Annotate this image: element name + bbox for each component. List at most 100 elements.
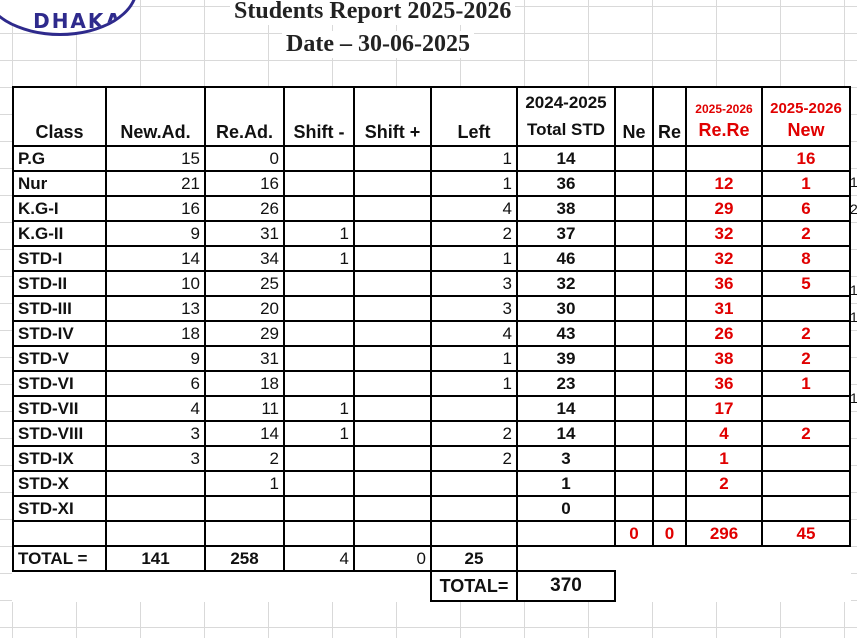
rere-cell[interactable]: 36 (685, 270, 763, 297)
ne-cell[interactable] (614, 470, 654, 497)
re-ad-cell[interactable]: 25 (204, 270, 285, 297)
totals-new-ad[interactable]: 141 (105, 545, 206, 572)
left-cell[interactable]: 2 (430, 445, 518, 472)
new-ad-cell[interactable]: 18 (105, 320, 206, 347)
header-total-std[interactable]: 2024-2025 Total STD (516, 86, 616, 147)
new-cell[interactable]: 8 (761, 245, 851, 272)
total-std-cell[interactable]: 23 (516, 370, 616, 397)
re-cell[interactable] (652, 370, 687, 397)
re-cell[interactable] (652, 245, 687, 272)
re-cell[interactable] (652, 420, 687, 447)
subtotal-re[interactable]: 0 (652, 520, 687, 547)
shift-plus-cell[interactable] (353, 295, 432, 322)
shift-minus-cell[interactable]: 1 (283, 245, 355, 272)
header-new[interactable]: 2025-2026 New (761, 86, 851, 147)
new-ad-cell[interactable]: 21 (105, 170, 206, 197)
ne-cell[interactable] (614, 345, 654, 372)
re-cell[interactable] (652, 470, 687, 497)
re-cell[interactable] (652, 295, 687, 322)
shift-plus-cell[interactable] (353, 395, 432, 422)
ne-cell[interactable] (614, 270, 654, 297)
totals-label[interactable]: TOTAL = (12, 545, 107, 572)
new-cell[interactable]: 16 (761, 145, 851, 172)
total-std-cell[interactable]: 3 (516, 445, 616, 472)
shift-minus-cell[interactable] (283, 445, 355, 472)
ne-cell[interactable] (614, 395, 654, 422)
cell-empty[interactable] (12, 520, 107, 547)
re-cell[interactable] (652, 170, 687, 197)
total-std-cell[interactable]: 36 (516, 170, 616, 197)
re-cell[interactable] (652, 145, 687, 172)
re-cell[interactable] (652, 345, 687, 372)
shift-minus-cell[interactable] (283, 370, 355, 397)
shift-minus-cell[interactable] (283, 345, 355, 372)
new-cell[interactable]: 2 (761, 345, 851, 372)
new-cell[interactable] (761, 495, 851, 522)
left-cell[interactable]: 3 (430, 270, 518, 297)
subtotal-rere[interactable]: 296 (685, 520, 763, 547)
new-cell[interactable]: 1 (761, 370, 851, 397)
re-cell[interactable] (652, 445, 687, 472)
total-std-cell[interactable]: 0 (516, 495, 616, 522)
total-std-cell[interactable]: 39 (516, 345, 616, 372)
shift-plus-cell[interactable] (353, 220, 432, 247)
class-cell[interactable]: STD-II (12, 270, 107, 297)
class-cell[interactable]: STD-IX (12, 445, 107, 472)
re-cell[interactable] (652, 395, 687, 422)
ne-cell[interactable] (614, 245, 654, 272)
header-shift-plus[interactable]: Shift + (353, 86, 432, 147)
header-left[interactable]: Left (430, 86, 518, 147)
new-ad-cell[interactable]: 3 (105, 445, 206, 472)
re-cell[interactable] (652, 220, 687, 247)
new-ad-cell[interactable]: 14 (105, 245, 206, 272)
cell-empty[interactable] (283, 520, 355, 547)
re-ad-cell[interactable]: 20 (204, 295, 285, 322)
rere-cell[interactable] (685, 495, 763, 522)
new-cell[interactable]: 2 (761, 320, 851, 347)
shift-plus-cell[interactable] (353, 495, 432, 522)
total-std-cell[interactable]: 43 (516, 320, 616, 347)
re-ad-cell[interactable]: 11 (204, 395, 285, 422)
new-cell[interactable]: 2 (761, 220, 851, 247)
total-std-cell[interactable]: 14 (516, 145, 616, 172)
rere-cell[interactable]: 38 (685, 345, 763, 372)
re-ad-cell[interactable]: 2 (204, 445, 285, 472)
rere-cell[interactable]: 1 (685, 445, 763, 472)
shift-plus-cell[interactable] (353, 270, 432, 297)
ne-cell[interactable] (614, 195, 654, 222)
header-rere[interactable]: 2025-2026 Re.Re (685, 86, 763, 147)
shift-minus-cell[interactable]: 1 (283, 395, 355, 422)
header-re-ad[interactable]: Re.Ad. (204, 86, 285, 147)
new-ad-cell[interactable]: 13 (105, 295, 206, 322)
cell-empty[interactable] (430, 520, 518, 547)
new-cell[interactable]: 6 (761, 195, 851, 222)
new-cell[interactable]: 2 (761, 420, 851, 447)
class-cell[interactable]: STD-VI (12, 370, 107, 397)
grand-total-label[interactable]: TOTAL= (430, 570, 518, 602)
new-ad-cell[interactable]: 9 (105, 345, 206, 372)
class-cell[interactable]: K.G-I (12, 195, 107, 222)
left-cell[interactable]: 3 (430, 295, 518, 322)
left-cell[interactable]: 1 (430, 170, 518, 197)
rere-cell[interactable]: 31 (685, 295, 763, 322)
total-std-cell[interactable]: 14 (516, 395, 616, 422)
left-cell[interactable]: 1 (430, 145, 518, 172)
class-cell[interactable]: STD-X (12, 470, 107, 497)
rere-cell[interactable]: 32 (685, 220, 763, 247)
rere-cell[interactable]: 36 (685, 370, 763, 397)
shift-minus-cell[interactable] (283, 320, 355, 347)
new-cell[interactable]: 5 (761, 270, 851, 297)
shift-plus-cell[interactable] (353, 445, 432, 472)
shift-minus-cell[interactable] (283, 145, 355, 172)
left-cell[interactable]: 1 (430, 345, 518, 372)
re-cell[interactable] (652, 320, 687, 347)
shift-plus-cell[interactable] (353, 195, 432, 222)
left-cell[interactable]: 1 (430, 370, 518, 397)
new-ad-cell[interactable]: 9 (105, 220, 206, 247)
cell-empty[interactable] (204, 520, 285, 547)
header-shift-minus[interactable]: Shift - (283, 86, 355, 147)
re-ad-cell[interactable]: 16 (204, 170, 285, 197)
rere-cell[interactable]: 32 (685, 245, 763, 272)
new-ad-cell[interactable]: 4 (105, 395, 206, 422)
total-std-cell[interactable]: 38 (516, 195, 616, 222)
